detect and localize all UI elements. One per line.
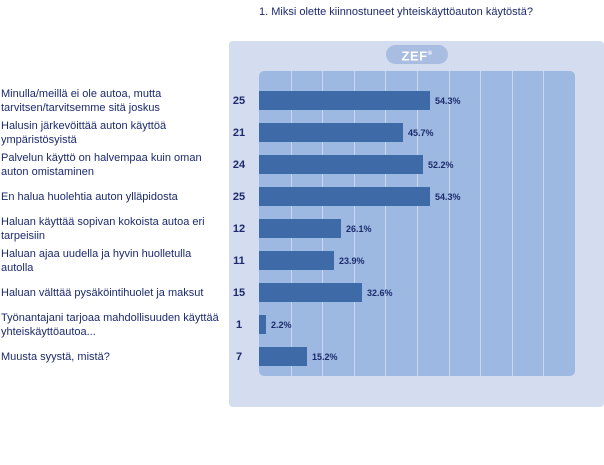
response-count: 7: [235, 351, 243, 363]
bar: [259, 315, 266, 334]
value-label: 26.1%: [346, 224, 372, 234]
category-label: Minulla/meillä ei ole autoa, mutta tarvi…: [1, 88, 162, 114]
bar: [259, 123, 403, 142]
bar: [259, 283, 362, 302]
category-label: Työnantajani tarjoaa mahdollisuuden käyt…: [1, 312, 219, 338]
response-count: 12: [232, 223, 246, 235]
bar: [259, 251, 334, 270]
response-count: 24: [232, 159, 246, 171]
category-label: Muusta syystä, mistä?: [1, 351, 110, 363]
category-label: Haluan ajaa uudella ja hyvin huolletulla…: [1, 248, 192, 274]
bar: [259, 155, 423, 174]
response-count: 11: [233, 255, 245, 267]
bar: [259, 219, 341, 238]
response-count: 1: [235, 319, 243, 331]
gridline: [543, 71, 544, 376]
gridline: [449, 71, 450, 376]
logo-text: ZEF: [401, 48, 428, 64]
response-count: 25: [232, 95, 246, 107]
question-title: 1. Miksi olette kiinnostuneet yhteiskäyt…: [259, 6, 533, 18]
value-label: 52.2%: [428, 160, 454, 170]
gridline: [385, 71, 386, 376]
response-count: 15: [232, 287, 246, 299]
gridline: [354, 71, 355, 376]
category-label: Halusin järkevöittää auton käyttöä ympär…: [1, 120, 167, 146]
value-label: 45.7%: [408, 128, 434, 138]
bar: [259, 91, 430, 110]
value-label: 2.2%: [271, 320, 292, 330]
bar: [259, 347, 307, 366]
value-label: 32.6%: [367, 288, 393, 298]
value-label: 23.9%: [339, 256, 365, 266]
gridline: [417, 71, 418, 376]
gridline: [480, 71, 481, 376]
zef-logo: ZEF®: [386, 45, 448, 64]
category-label: En halua huolehtia auton ylläpidosta: [1, 191, 178, 203]
category-label: Haluan välttää pysäköintihuolet ja maksu…: [1, 287, 204, 299]
category-label: Haluan käyttää sopivan kokoista autoa er…: [1, 216, 205, 242]
response-count: 25: [232, 191, 246, 203]
value-label: 15.2%: [312, 352, 338, 362]
logo-mark: ®: [427, 51, 433, 57]
category-label: Palvelun käyttö on halvempaa kuin oman a…: [1, 152, 202, 178]
gridline: [512, 71, 513, 376]
response-count: 21: [232, 127, 246, 139]
value-label: 54.3%: [435, 96, 461, 106]
value-label: 54.3%: [435, 192, 461, 202]
bar: [259, 187, 430, 206]
